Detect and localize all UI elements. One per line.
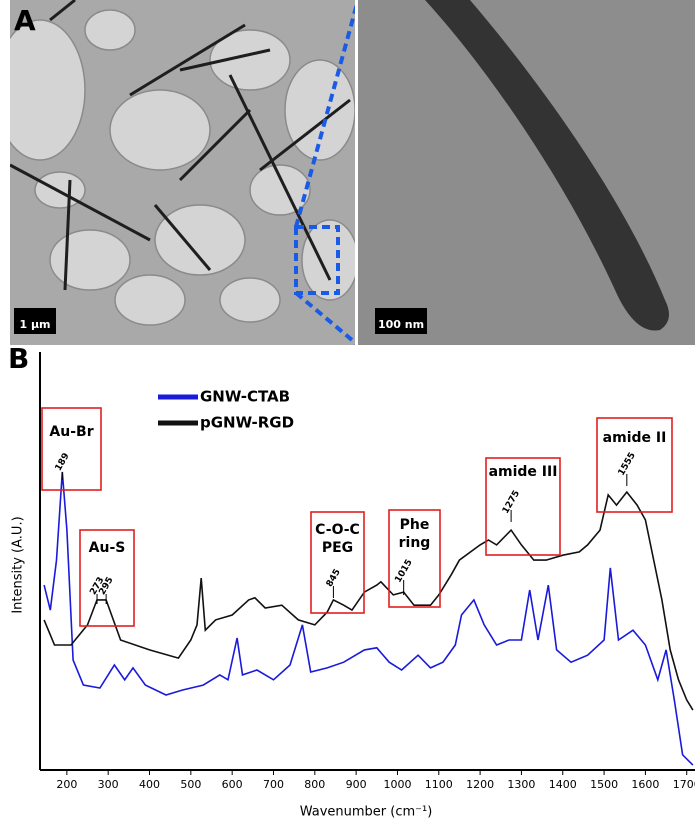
x-tick-label: 1600	[631, 778, 659, 791]
y-axis-label: Intensity (A.U.)	[11, 516, 26, 613]
scale-bar-label: 100 nm	[378, 318, 424, 331]
x-tick-label: 700	[263, 778, 284, 791]
x-tick-label: 1000	[383, 778, 411, 791]
scale-bar-label: 1 µm	[19, 318, 50, 331]
x-tick-label: 300	[98, 778, 119, 791]
peak-label: 189	[54, 452, 72, 473]
tem-image-low-mag	[0, 0, 358, 345]
x-tick-label: 1200	[466, 778, 494, 791]
annotation-label: amide II	[603, 430, 667, 446]
x-tick-label: 800	[304, 778, 325, 791]
x-tick-label: 900	[346, 778, 367, 791]
x-axis-label: Wavenumber (cm⁻¹)	[300, 805, 433, 820]
annotation-label: ring	[399, 535, 431, 551]
annotation-label: Au-S	[89, 540, 126, 556]
annotation-label: Au-Br	[49, 424, 93, 440]
x-tick-label: 500	[180, 778, 201, 791]
figure: A 1 µm 100 nm B Wavenumber (cm⁻¹) Intens…	[0, 0, 695, 826]
annotation-label: C-O-C	[315, 522, 360, 538]
annotation-label: PEG	[322, 540, 353, 556]
tem-image-high-mag	[358, 0, 695, 345]
annotation-box	[42, 408, 101, 490]
x-tick-label: 1500	[590, 778, 618, 791]
x-tick-label: 400	[139, 778, 160, 791]
x-tick-label: 1100	[425, 778, 453, 791]
x-tick-label: 1300	[507, 778, 535, 791]
panel-label: A	[14, 4, 36, 37]
series-line	[44, 472, 693, 765]
x-tick-label: 1400	[549, 778, 577, 791]
x-tick-label: 600	[222, 778, 243, 791]
legend-label: GNW-CTAB	[200, 388, 290, 406]
peak-label: 1555	[617, 451, 638, 478]
x-tick-label: 200	[56, 778, 77, 791]
x-tick-label: 1700	[673, 778, 695, 791]
annotation-label: Phe	[400, 517, 430, 533]
peak-label: 845	[325, 568, 343, 589]
series-line	[44, 492, 693, 710]
panel-label: B	[8, 342, 29, 375]
annotation-label: amide III	[489, 464, 558, 480]
legend-label: pGNW-RGD	[200, 414, 294, 432]
